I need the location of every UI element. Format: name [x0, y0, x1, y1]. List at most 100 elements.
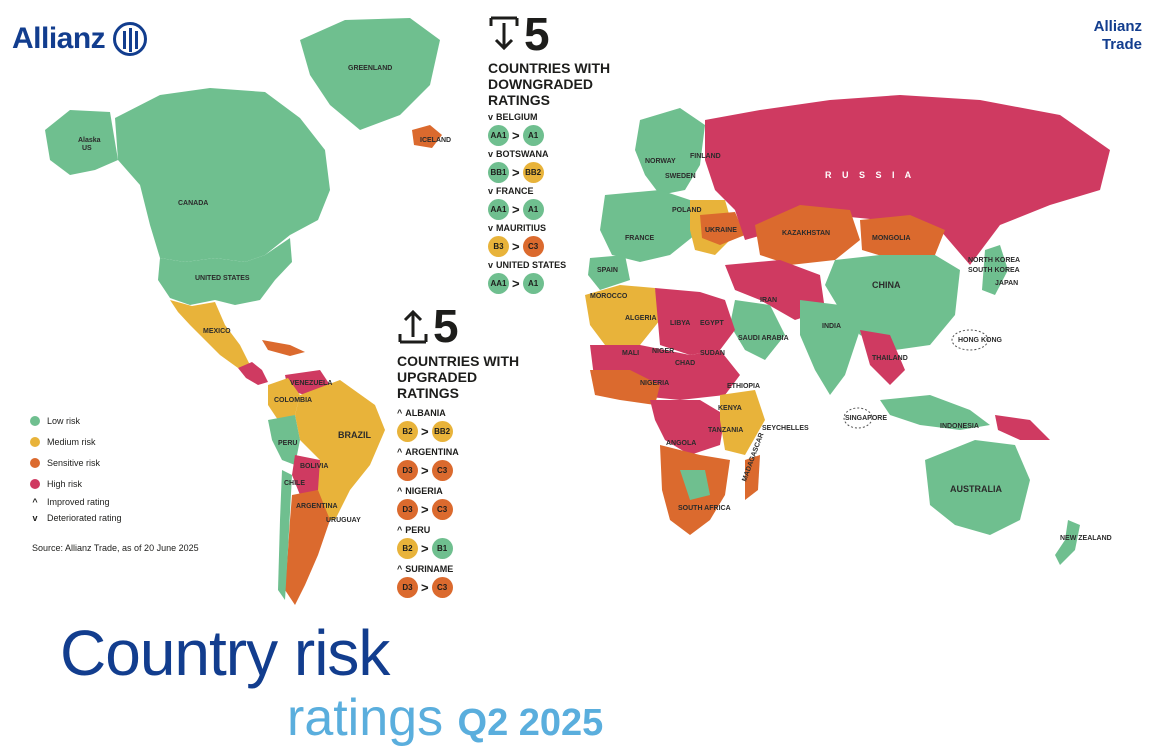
label-sudan: SUDAN [700, 350, 725, 357]
label-venezuela: VENEZUELA [290, 380, 332, 387]
upgraded-item: ^ PERU B2 > B1 [397, 525, 453, 559]
country-name: ALBANIA [405, 408, 446, 418]
country-name: PERU [405, 525, 431, 535]
label-libya: LIBYA [670, 320, 690, 327]
chevron-up-icon: ^ [397, 564, 403, 574]
legend-low: Low risk [30, 410, 122, 431]
label-france: FRANCE [625, 235, 654, 242]
rating-to: C3 [431, 460, 453, 481]
country-name: NIGERIA [405, 486, 443, 496]
southeast-asia-region [860, 330, 905, 385]
label-niger: NIGER [652, 348, 674, 355]
greenland-region [300, 18, 440, 130]
arrow-down-icon [489, 16, 519, 51]
label-uruguay: URUGUAY [326, 517, 361, 524]
upgraded-country: ^ SURINAME [397, 564, 453, 574]
chevron-up-icon: ^ [397, 525, 403, 535]
label-finland: FINLAND [690, 153, 721, 160]
rating-to: C3 [431, 577, 453, 598]
label-algeria: ALGERIA [625, 315, 657, 322]
united-states-region [158, 238, 292, 305]
papua-region [995, 415, 1050, 440]
brand-line-2: Trade [1101, 36, 1142, 53]
indonesia-region [880, 395, 990, 430]
legend: Low risk Medium risk Sensitive risk High… [30, 410, 122, 526]
label-mongolia: MONGOLIA [872, 235, 911, 242]
chile-region [278, 470, 292, 600]
downgraded-title: COUNTRIES WITH DOWNGRADED RATINGS [488, 60, 610, 108]
label-south-korea: SOUTH KOREA [968, 267, 1020, 274]
legend-low-dot [30, 415, 40, 426]
label-morocco: MOROCCO [590, 293, 628, 300]
label-alaska: Alaska [78, 137, 101, 144]
downgraded-country: v BOTSWANA [488, 149, 549, 159]
upgraded-title: COUNTRIES WITH UPGRADED RATINGS [397, 353, 519, 401]
legend-sensitive-dot [30, 457, 40, 468]
legend-medium-dot [30, 436, 40, 447]
legend-deteriorated-label: Deteriorated rating [47, 513, 122, 523]
australia-region [925, 440, 1030, 535]
iberia-region [588, 255, 630, 290]
rating-arrow: > [512, 128, 520, 143]
label-argentina: ARGENTINA [296, 503, 338, 510]
label-brazil: BRAZIL [338, 430, 371, 440]
legend-improved-label: Improved rating [47, 497, 110, 507]
upgraded-item: ^ NIGERIA D3 > C3 [397, 486, 453, 520]
label-singapore: SINGAPORE [845, 415, 887, 422]
legend-medium-label: Medium risk [47, 436, 96, 447]
country-name: BELGIUM [496, 112, 538, 122]
label-seychelles: SEYCHELLES [762, 425, 809, 432]
kazakhstan-region [755, 205, 860, 265]
country-name: FRANCE [496, 186, 534, 196]
label-kenya: KENYA [718, 405, 742, 412]
page-title-line-2: ratings Q2 2025 [287, 688, 603, 753]
label-mali: MALI [622, 350, 639, 357]
label-ethiopia: ETHIOPIA [727, 383, 760, 390]
label-greenland: GREENLAND [348, 65, 392, 72]
label-peru: PERU [278, 440, 297, 447]
label-poland: POLAND [672, 207, 702, 214]
label-us-small: US [82, 145, 92, 152]
downgraded-country: v BELGIUM [488, 112, 544, 122]
legend-high-dot [30, 478, 40, 489]
rating-from: D3 [397, 577, 418, 598]
rating-arrow: > [512, 276, 520, 291]
label-bolivia: BOLIVIA [300, 463, 328, 470]
rating-to: C3 [431, 499, 453, 520]
country-name: UNITED STATES [496, 260, 567, 270]
downgraded-item: v BELGIUM AA1 > A1 [488, 112, 544, 146]
rating-from: AA1 [488, 199, 509, 220]
page-title-quarter: Q2 2025 [457, 702, 604, 744]
label-chad: CHAD [675, 360, 695, 367]
label-canada: CANADA [178, 200, 208, 207]
downgraded-rating-change: AA1 > A1 [488, 199, 544, 220]
rating-arrow: > [421, 541, 429, 556]
east-africa-region [720, 390, 765, 455]
label-nigeria: NIGERIA [640, 380, 669, 387]
rating-from: D3 [397, 460, 418, 481]
downgraded-rating-change: BB1 > BB2 [488, 162, 549, 183]
downgraded-rating-change: B3 > C3 [488, 236, 546, 257]
allianz-eagle-icon [113, 22, 148, 56]
chevron-down-icon: v [488, 149, 494, 159]
label-iran: IRAN [760, 297, 777, 304]
india-region [800, 300, 860, 395]
rating-to: B1 [431, 538, 453, 559]
downgraded-title-line: COUNTRIES WITH [488, 60, 611, 76]
rating-from: AA1 [488, 273, 509, 294]
label-australia: AUSTRALIA [950, 484, 1002, 494]
upgraded-rating-change: D3 > C3 [397, 499, 453, 520]
rating-from: B2 [397, 538, 418, 559]
legend-medium: Medium risk [30, 431, 122, 452]
legend-sensitive-label: Sensitive risk [47, 457, 101, 468]
rating-to: BB2 [431, 421, 453, 442]
chevron-up-icon: ^ [397, 447, 403, 457]
rating-arrow: > [512, 239, 520, 254]
label-south-africa: SOUTH AFRICA [678, 505, 731, 512]
alaska-region [45, 110, 118, 175]
upgraded-count: 5 [433, 300, 459, 352]
upgraded-item: ^ ALBANIA B2 > BB2 [397, 408, 453, 442]
chevron-down-icon: v [488, 260, 494, 270]
downgraded-title-line: DOWNGRADED [488, 76, 593, 92]
madagascar-region [745, 455, 760, 500]
